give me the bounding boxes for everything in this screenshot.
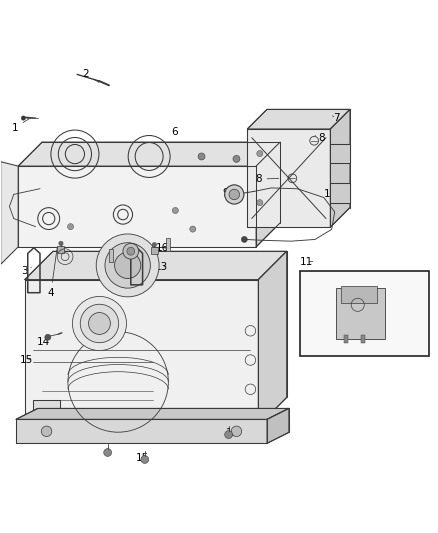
Circle shape [257,150,263,157]
Polygon shape [258,251,287,426]
Text: 8: 8 [315,133,325,143]
Circle shape [104,449,112,456]
Circle shape [190,226,196,232]
Circle shape [45,334,51,340]
Polygon shape [247,129,330,227]
Polygon shape [330,183,350,203]
Circle shape [88,312,110,334]
Polygon shape [330,144,350,163]
Text: 6: 6 [171,127,178,137]
Circle shape [231,426,242,437]
Text: 3: 3 [21,266,32,276]
Circle shape [198,153,205,160]
Polygon shape [247,109,350,129]
Polygon shape [1,161,18,264]
Polygon shape [18,166,256,247]
Text: 11: 11 [300,257,313,267]
Polygon shape [267,408,289,443]
Polygon shape [25,280,258,426]
Polygon shape [18,142,280,166]
Circle shape [21,116,25,120]
Bar [300,271,428,356]
Text: 15: 15 [226,429,239,438]
Circle shape [41,426,52,437]
Bar [344,335,348,343]
Circle shape [115,252,141,279]
Polygon shape [25,251,287,280]
Bar [166,238,170,251]
Circle shape [127,247,135,255]
Polygon shape [33,400,60,422]
Bar [57,246,64,253]
Circle shape [229,189,240,200]
Text: 15: 15 [136,453,149,463]
Circle shape [233,156,240,163]
Circle shape [96,234,159,297]
Text: 15: 15 [19,356,33,365]
Circle shape [123,244,139,259]
Text: 5: 5 [124,259,133,276]
Polygon shape [16,419,267,443]
Circle shape [105,243,150,288]
Text: 16: 16 [103,254,117,264]
Bar [151,247,158,254]
Bar [360,335,365,343]
Text: 8: 8 [255,174,279,184]
Text: 13: 13 [155,262,168,272]
Polygon shape [16,408,289,419]
Text: 2: 2 [82,69,99,83]
Text: 1: 1 [11,119,29,133]
Text: 4: 4 [48,247,57,298]
Circle shape [67,224,74,230]
Text: 4: 4 [148,247,155,276]
Text: 9: 9 [222,188,232,198]
Circle shape [257,199,263,206]
Circle shape [225,431,233,439]
Text: 16: 16 [155,243,169,253]
Bar [336,288,385,339]
Circle shape [80,304,119,343]
Bar [341,286,377,303]
Polygon shape [256,142,280,247]
Circle shape [241,236,247,243]
Polygon shape [330,109,350,227]
Text: 12: 12 [121,248,134,259]
Bar [109,249,113,262]
Circle shape [152,243,156,247]
Text: 10: 10 [324,189,337,199]
Circle shape [59,241,63,246]
Circle shape [172,207,178,214]
Circle shape [72,296,127,351]
Circle shape [141,456,149,463]
Text: 14: 14 [37,337,50,346]
Circle shape [225,185,244,204]
Text: 7: 7 [332,113,339,123]
